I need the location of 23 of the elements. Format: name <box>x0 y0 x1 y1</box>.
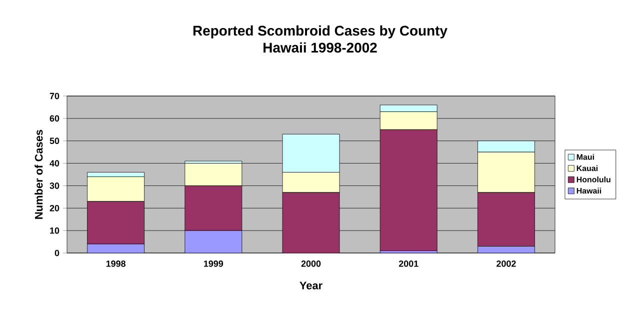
y-tick-label: 60 <box>50 115 60 122</box>
y-axis-title: Number of Cases <box>34 130 43 219</box>
bar <box>184 163 242 186</box>
y-tick-label: 40 <box>50 160 60 166</box>
bar <box>87 201 145 244</box>
x-tick-label: 1998 <box>106 260 126 267</box>
x-tick-label: 2000 <box>301 260 321 267</box>
y-tick-label: 20 <box>50 204 60 212</box>
bar <box>380 129 438 251</box>
y-tick-label: 70 <box>50 92 60 100</box>
bar <box>282 192 340 253</box>
y-tick-label: 10 <box>50 227 60 234</box>
x-tick-label: 2001 <box>398 260 418 267</box>
chart-title: Reported Scombroid Cases by County Hawaii 1998-2002 <box>193 25 448 53</box>
x-tick-label: 1999 <box>204 260 224 267</box>
y-tick-label: 0 <box>54 250 60 256</box>
x-tick-label: 2002 <box>496 260 516 267</box>
x-axis-title: Year <box>300 282 322 290</box>
y-tick-label: 50 <box>50 138 60 144</box>
y-tick-label: 30 <box>50 182 60 189</box>
bar <box>184 186 242 231</box>
bar <box>478 192 535 246</box>
bar <box>184 230 242 253</box>
